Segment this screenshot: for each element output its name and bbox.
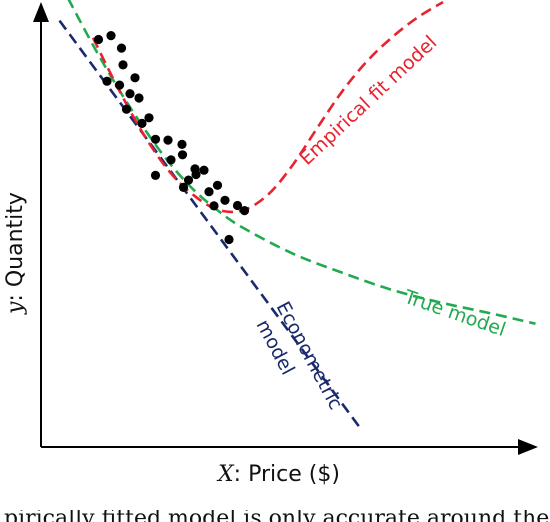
data-point	[224, 234, 234, 245]
y-axis-var: y	[3, 301, 28, 315]
data-point	[177, 150, 188, 160]
data-point	[150, 134, 161, 144]
data-point	[150, 170, 161, 180]
data-point	[121, 104, 132, 114]
true-model-label: True model	[400, 286, 508, 341]
points-layer	[93, 30, 250, 245]
data-point	[177, 139, 187, 149]
true-model-curve	[67, 0, 536, 325]
series-layer	[58, 0, 536, 429]
chart: Empirical fit model True model Econometr…	[3, 0, 538, 487]
y-axis-label: y: Quantity	[3, 192, 28, 315]
data-point	[93, 34, 104, 45]
data-point	[183, 175, 194, 185]
x-axis-label: X: Price ($)	[216, 462, 340, 487]
data-point	[166, 155, 176, 165]
data-point	[204, 187, 214, 197]
caption-text: pirically fitted model is only accurate …	[4, 510, 550, 522]
empirical-fit-model-curve	[91, 0, 444, 214]
caption-fragment: pirically fitted model is only accurate …	[0, 510, 550, 522]
data-point	[220, 195, 230, 205]
data-point	[130, 73, 140, 83]
data-point	[199, 165, 209, 175]
y-axis-text: : Quantity	[3, 192, 28, 301]
data-point	[118, 60, 128, 70]
data-point	[209, 201, 219, 211]
data-point	[239, 206, 250, 216]
data-point	[125, 89, 135, 99]
x-axis-text: : Price ($)	[234, 462, 340, 487]
data-point	[116, 43, 127, 53]
data-point	[134, 93, 144, 103]
empirical-fit-label: Empirical fit model	[295, 31, 441, 169]
data-point	[178, 182, 189, 192]
data-point	[191, 169, 201, 180]
data-point	[102, 76, 112, 86]
data-point	[212, 180, 223, 190]
data-point	[163, 135, 173, 145]
data-point	[232, 200, 243, 211]
data-point	[114, 80, 125, 90]
data-point	[106, 30, 116, 41]
data-point	[137, 118, 147, 128]
data-point	[144, 113, 154, 123]
x-axis-var: X	[216, 462, 235, 487]
